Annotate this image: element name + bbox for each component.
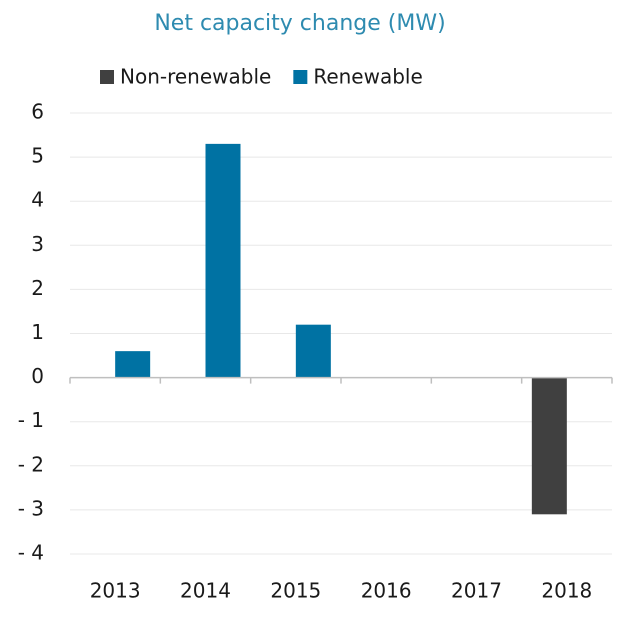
x-tick-label: 2015 [270, 579, 321, 603]
bar [115, 351, 151, 378]
legend-label: Renewable [313, 65, 422, 89]
y-tick-label: 6 [31, 100, 44, 124]
legend-swatch [100, 70, 114, 84]
y-tick-label: - 1 [18, 408, 44, 432]
y-tick-label: 0 [31, 364, 44, 388]
legend-swatch [293, 70, 308, 84]
x-tick-label: 2014 [180, 579, 231, 603]
bar [531, 377, 567, 515]
x-tick-label: 2017 [451, 579, 502, 603]
x-tick-label: 2013 [90, 579, 141, 603]
x-tick-label: 2016 [361, 579, 412, 603]
y-tick-label: - 4 [18, 541, 44, 565]
x-tick-label: 2018 [541, 579, 592, 603]
y-tick-label: 5 [31, 144, 44, 168]
y-tick-label: - 2 [18, 452, 44, 476]
bar [295, 324, 331, 378]
y-tick-label: 2 [31, 276, 44, 300]
legend-label: Non-renewable [120, 65, 271, 89]
y-tick-label: 3 [31, 232, 44, 256]
bar [205, 143, 241, 378]
y-tick-label: 4 [31, 188, 44, 212]
chart-title: Net capacity change (MW) [154, 11, 445, 36]
y-tick-label: 1 [31, 320, 44, 344]
y-tick-label: - 3 [18, 496, 44, 520]
